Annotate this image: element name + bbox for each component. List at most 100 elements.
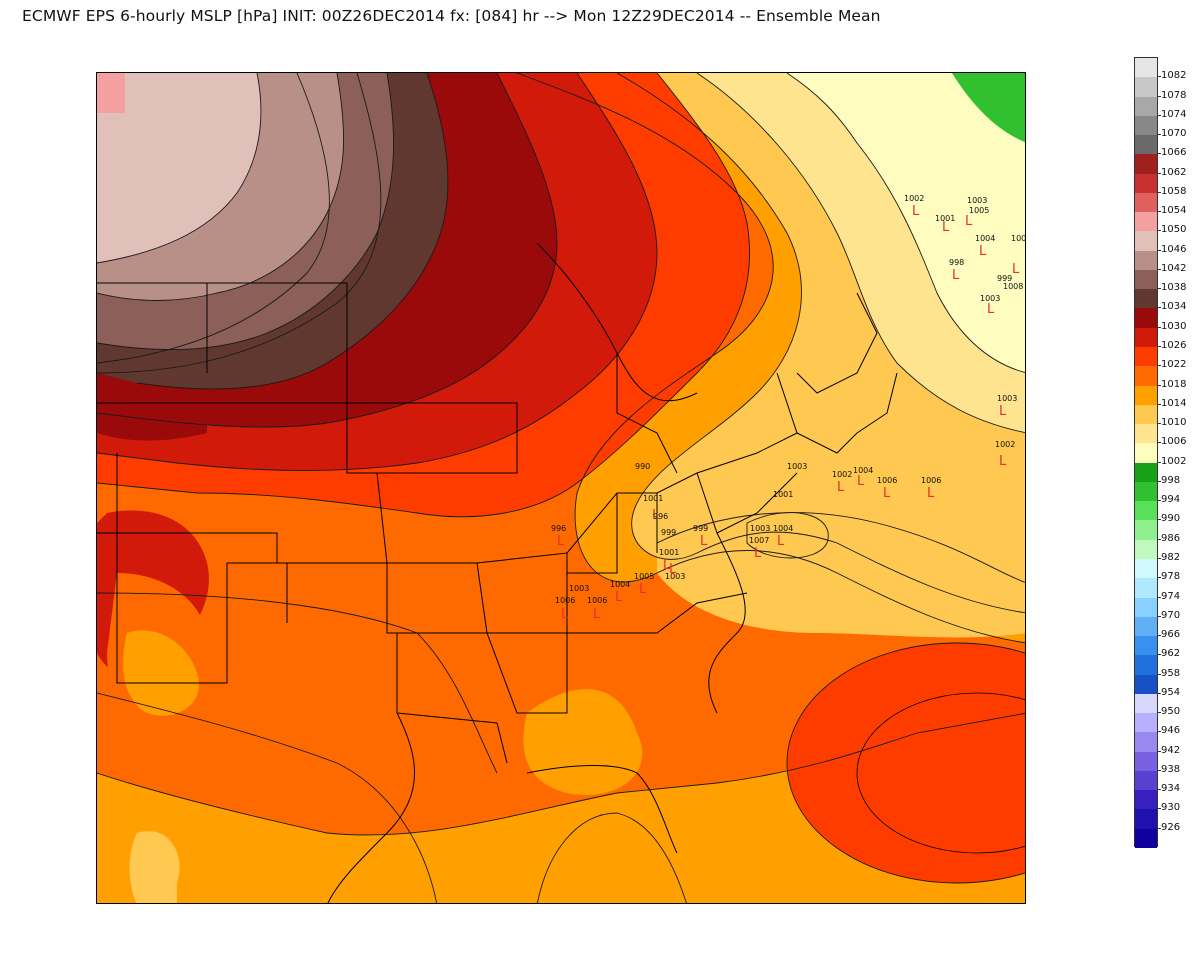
legend-swatch bbox=[1135, 828, 1157, 849]
legend-tick bbox=[1157, 519, 1161, 521]
legend-swatch bbox=[1135, 597, 1157, 618]
svg-text:L: L bbox=[912, 204, 920, 219]
legend-tick bbox=[1157, 288, 1161, 290]
legend-swatch bbox=[1135, 616, 1157, 637]
legend-label: 1034 bbox=[1161, 301, 1187, 313]
legend-tick bbox=[1157, 538, 1161, 540]
band-1046-core bbox=[97, 73, 261, 263]
legend-label: 1038 bbox=[1161, 282, 1187, 294]
legend-swatch bbox=[1135, 790, 1157, 810]
legend-swatch bbox=[1135, 154, 1157, 175]
legend-swatch bbox=[1135, 58, 1157, 78]
low-value: 1003 bbox=[967, 196, 987, 205]
legend-label: 946 bbox=[1161, 725, 1181, 737]
legend-label: 1078 bbox=[1161, 89, 1187, 101]
legend-label: 930 bbox=[1161, 802, 1181, 814]
legend-label: 986 bbox=[1161, 532, 1181, 544]
legend-label: 954 bbox=[1161, 686, 1181, 698]
legend-tick bbox=[1157, 769, 1161, 771]
legend-swatch bbox=[1135, 327, 1157, 348]
legend-swatch bbox=[1135, 135, 1157, 155]
legend-tick bbox=[1157, 808, 1161, 810]
legend-tick bbox=[1157, 346, 1161, 348]
legend-label: 1066 bbox=[1161, 147, 1187, 159]
legend-label: 950 bbox=[1161, 706, 1181, 718]
svg-text:L: L bbox=[952, 268, 960, 283]
legend-label: 962 bbox=[1161, 648, 1181, 660]
legend-tick bbox=[1157, 365, 1161, 367]
legend-swatch bbox=[1135, 385, 1157, 406]
legend-label: 1014 bbox=[1161, 397, 1187, 409]
band-1002-east bbox=[787, 73, 1025, 373]
svg-text:L: L bbox=[639, 582, 647, 597]
low-value: 1001 bbox=[935, 214, 955, 223]
legend-tick bbox=[1157, 827, 1161, 829]
legend-label: 998 bbox=[1161, 474, 1181, 486]
legend-label: 982 bbox=[1161, 551, 1181, 563]
low-value: 1008 bbox=[1003, 282, 1023, 291]
legend-label: 974 bbox=[1161, 590, 1181, 602]
legend-swatch bbox=[1135, 674, 1157, 695]
band-1014-south bbox=[97, 713, 1025, 903]
legend-swatch bbox=[1135, 636, 1157, 656]
svg-text:L: L bbox=[557, 534, 565, 549]
low-value: 1004 bbox=[975, 234, 995, 243]
svg-text:L: L bbox=[999, 404, 1007, 419]
legend-label: 994 bbox=[1161, 494, 1181, 506]
pressure-legend bbox=[1134, 57, 1158, 849]
legend-tick bbox=[1157, 615, 1161, 617]
legend-tick bbox=[1157, 326, 1161, 328]
legend-tick bbox=[1157, 172, 1161, 174]
legend-tick bbox=[1157, 577, 1161, 579]
svg-text:L: L bbox=[700, 534, 708, 549]
legend-swatch bbox=[1135, 212, 1157, 232]
low-value: 1003 bbox=[787, 462, 807, 471]
legend-tick bbox=[1157, 692, 1161, 694]
legend-tick bbox=[1157, 249, 1161, 251]
legend-label: 1018 bbox=[1161, 378, 1187, 390]
legend-tick bbox=[1157, 134, 1161, 136]
legend-tick bbox=[1157, 557, 1161, 559]
legend-swatch bbox=[1135, 443, 1157, 464]
legend-tick bbox=[1157, 500, 1161, 502]
svg-text:L: L bbox=[979, 244, 987, 259]
low-value: 1006 bbox=[555, 596, 575, 605]
map-title: ECMWF EPS 6-hourly MSLP [hPa] INIT: 00Z2… bbox=[22, 7, 881, 25]
legend-label: 1010 bbox=[1161, 417, 1187, 429]
band-1050-corner bbox=[97, 73, 125, 113]
low-value: 990 bbox=[635, 462, 650, 471]
legend-tick bbox=[1157, 95, 1161, 97]
boundaries bbox=[97, 242, 898, 903]
legend-swatch bbox=[1135, 578, 1157, 598]
legend-swatch bbox=[1135, 269, 1157, 290]
svg-text:L: L bbox=[1012, 262, 1020, 277]
low-value: 1002 bbox=[832, 470, 852, 479]
low-value: 996 bbox=[551, 524, 566, 533]
low-value: 1002 bbox=[995, 440, 1015, 449]
low-value: 1003 bbox=[750, 524, 770, 533]
legend-label: 926 bbox=[1161, 821, 1181, 833]
legend-label: 978 bbox=[1161, 571, 1181, 583]
legend-label: 942 bbox=[1161, 744, 1181, 756]
legend-tick bbox=[1157, 480, 1161, 482]
legend-tick bbox=[1157, 268, 1161, 270]
legend-tick bbox=[1157, 635, 1161, 637]
legend-swatch bbox=[1135, 115, 1157, 136]
legend-tick bbox=[1157, 230, 1161, 232]
low-value: 1004 bbox=[610, 580, 630, 589]
legend-swatch bbox=[1135, 366, 1157, 387]
legend-swatch bbox=[1135, 404, 1157, 425]
legend-tick bbox=[1157, 384, 1161, 386]
legend-label: 966 bbox=[1161, 629, 1181, 641]
legend-tick bbox=[1157, 789, 1161, 791]
legend-swatch bbox=[1135, 308, 1157, 329]
legend-label: 1070 bbox=[1161, 128, 1187, 140]
legend-tick bbox=[1157, 307, 1161, 309]
low-value: 999 bbox=[997, 274, 1012, 283]
legend-label: 1042 bbox=[1161, 262, 1187, 274]
legend-swatch bbox=[1135, 96, 1157, 117]
low-value: 999 bbox=[661, 528, 676, 537]
band-1030-west bbox=[97, 373, 207, 441]
legend-label: 1006 bbox=[1161, 436, 1187, 448]
legend-tick bbox=[1157, 442, 1161, 444]
